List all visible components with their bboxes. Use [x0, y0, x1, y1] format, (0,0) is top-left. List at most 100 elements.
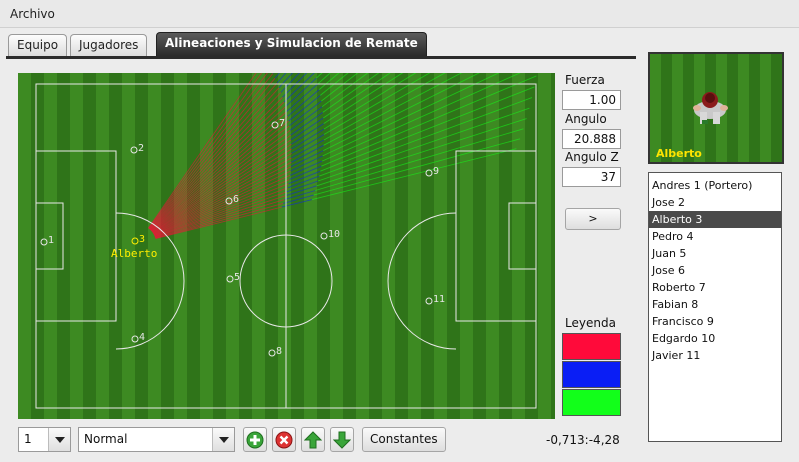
- trajectory-line: [287, 175, 320, 189]
- player-marker[interactable]: [268, 349, 276, 357]
- trajectory-line: [284, 190, 316, 201]
- constantes-button[interactable]: Constantes: [362, 427, 446, 452]
- player-marker-number: 10: [328, 229, 340, 240]
- trajectory-line: [149, 87, 280, 231]
- angulo-input[interactable]: [562, 129, 621, 149]
- player-marker[interactable]: [130, 146, 138, 154]
- player-marker[interactable]: [425, 169, 433, 177]
- mode-select[interactable]: Normal: [78, 427, 235, 452]
- player-list-item[interactable]: Fabian 8: [652, 298, 699, 311]
- trajectory-line: [315, 128, 524, 191]
- tab-alineaciones[interactable]: Alineaciones y Simulacion de Remate: [156, 32, 427, 56]
- player-marker-number: 5: [234, 272, 240, 283]
- player-marker[interactable]: [226, 275, 234, 283]
- trajectory-line: [321, 75, 537, 167]
- trajectory-line: [291, 139, 325, 159]
- trajectory-line: [155, 206, 282, 240]
- trajectory-line: [154, 195, 286, 238]
- angulo-z-label: Angulo Z: [565, 150, 619, 164]
- trajectory-line: [150, 92, 282, 231]
- trajectory-line: [151, 111, 287, 232]
- player-marker[interactable]: [225, 197, 233, 205]
- tab-equipo[interactable]: Equipo: [8, 34, 68, 56]
- player-marker[interactable]: [131, 335, 139, 343]
- player-sprite-image: Alberto: [650, 54, 782, 162]
- player-list-item[interactable]: Juan 5: [652, 247, 687, 260]
- trajectory-line: [155, 202, 284, 239]
- arrow-up-icon: [304, 430, 322, 448]
- trajectory-line: [283, 194, 314, 204]
- number-select[interactable]: 1: [18, 427, 71, 452]
- trajectory-line: [151, 120, 289, 233]
- trajectory-line: [321, 73, 521, 162]
- player-list-item[interactable]: Alberto 3: [649, 211, 781, 228]
- trajectory-line: [286, 180, 319, 193]
- trajectory-line: [152, 130, 291, 233]
- chevron-down-icon: [48, 428, 70, 451]
- player-marker-number: 11: [433, 294, 445, 305]
- trajectory-line: [150, 96, 283, 231]
- player-marker[interactable]: [320, 232, 328, 240]
- plus-icon: [246, 431, 264, 448]
- field-lines: [35, 83, 537, 409]
- trajectory-line: [311, 148, 517, 201]
- trajectory-line: [153, 161, 292, 235]
- shot-trajectory-fan: [147, 73, 537, 240]
- legend-swatch-red: [562, 333, 621, 360]
- player-list-item[interactable]: Roberto 7: [652, 281, 706, 294]
- trajectory-line: [317, 107, 530, 182]
- player-marker-number: 8: [276, 346, 282, 357]
- player-marker[interactable]: [425, 297, 433, 305]
- player-list-item[interactable]: Francisco 9: [652, 315, 714, 328]
- trajectory-line: [153, 166, 292, 236]
- remove-button[interactable]: [272, 427, 296, 452]
- trajectory-line: [151, 125, 290, 233]
- trajectory-line: [153, 148, 292, 234]
- trajectory-line: [282, 73, 308, 98]
- trajectory-line: [276, 73, 287, 84]
- trajectory-line: [323, 73, 431, 135]
- trajectory-line: [153, 157, 292, 235]
- trajectory-line: [322, 73, 500, 157]
- trajectory-line: [323, 73, 463, 146]
- add-button[interactable]: [243, 427, 267, 452]
- trajectory-line: [154, 170, 291, 236]
- trajectory-line: [290, 112, 324, 136]
- trajectory-line: [323, 73, 480, 152]
- player-list-item[interactable]: Jose 2: [652, 196, 685, 209]
- player-list-item[interactable]: Javier 11: [652, 349, 701, 362]
- soccer-field[interactable]: 1 2 3 4 5 6 7 8 9 10 11 Alberto: [18, 73, 555, 419]
- simulate-button[interactable]: >: [565, 208, 621, 230]
- player-marker-number: 6: [233, 194, 239, 205]
- trajectory-line: [291, 123, 324, 145]
- trajectory-line: [323, 73, 404, 124]
- player-list-item[interactable]: Andres 1 (Portero): [652, 179, 753, 192]
- trajectory-line: [150, 101, 285, 231]
- player-marker[interactable]: [40, 238, 48, 246]
- cursor-coordinates: -0,713:-4,28: [546, 433, 620, 447]
- trajectory-line: [154, 183, 289, 237]
- player-marker[interactable]: [131, 237, 139, 245]
- player-list-item[interactable]: Edgardo 10: [652, 332, 716, 345]
- player-marker-number: 7: [279, 118, 285, 129]
- player-list[interactable]: Andres 1 (Portero) Jose 2 Alberto 3 Pedro 4…: [648, 172, 782, 442]
- player-list-item[interactable]: Jose 6: [652, 264, 685, 277]
- angulo-z-input[interactable]: [562, 167, 621, 187]
- move-up-button[interactable]: [301, 427, 325, 452]
- trajectory-line: [289, 165, 322, 180]
- trajectory-line: [316, 118, 527, 187]
- trajectory-line: [313, 138, 521, 196]
- player-list-item[interactable]: Pedro 4: [652, 230, 694, 243]
- trajectory-line: [284, 77, 317, 108]
- player-marker[interactable]: [271, 121, 279, 129]
- tab-jugadores[interactable]: Jugadores: [70, 34, 148, 56]
- menu-archivo[interactable]: Archivo: [10, 7, 55, 21]
- trajectory-line: [152, 143, 292, 234]
- trajectory-line: [152, 139, 292, 234]
- close-icon: [275, 431, 293, 448]
- trajectory-line: [323, 73, 446, 141]
- fuerza-input[interactable]: [562, 90, 621, 110]
- player-marker-number: 2: [138, 143, 144, 154]
- move-down-button[interactable]: [330, 427, 354, 452]
- trajectory-line: [286, 83, 319, 112]
